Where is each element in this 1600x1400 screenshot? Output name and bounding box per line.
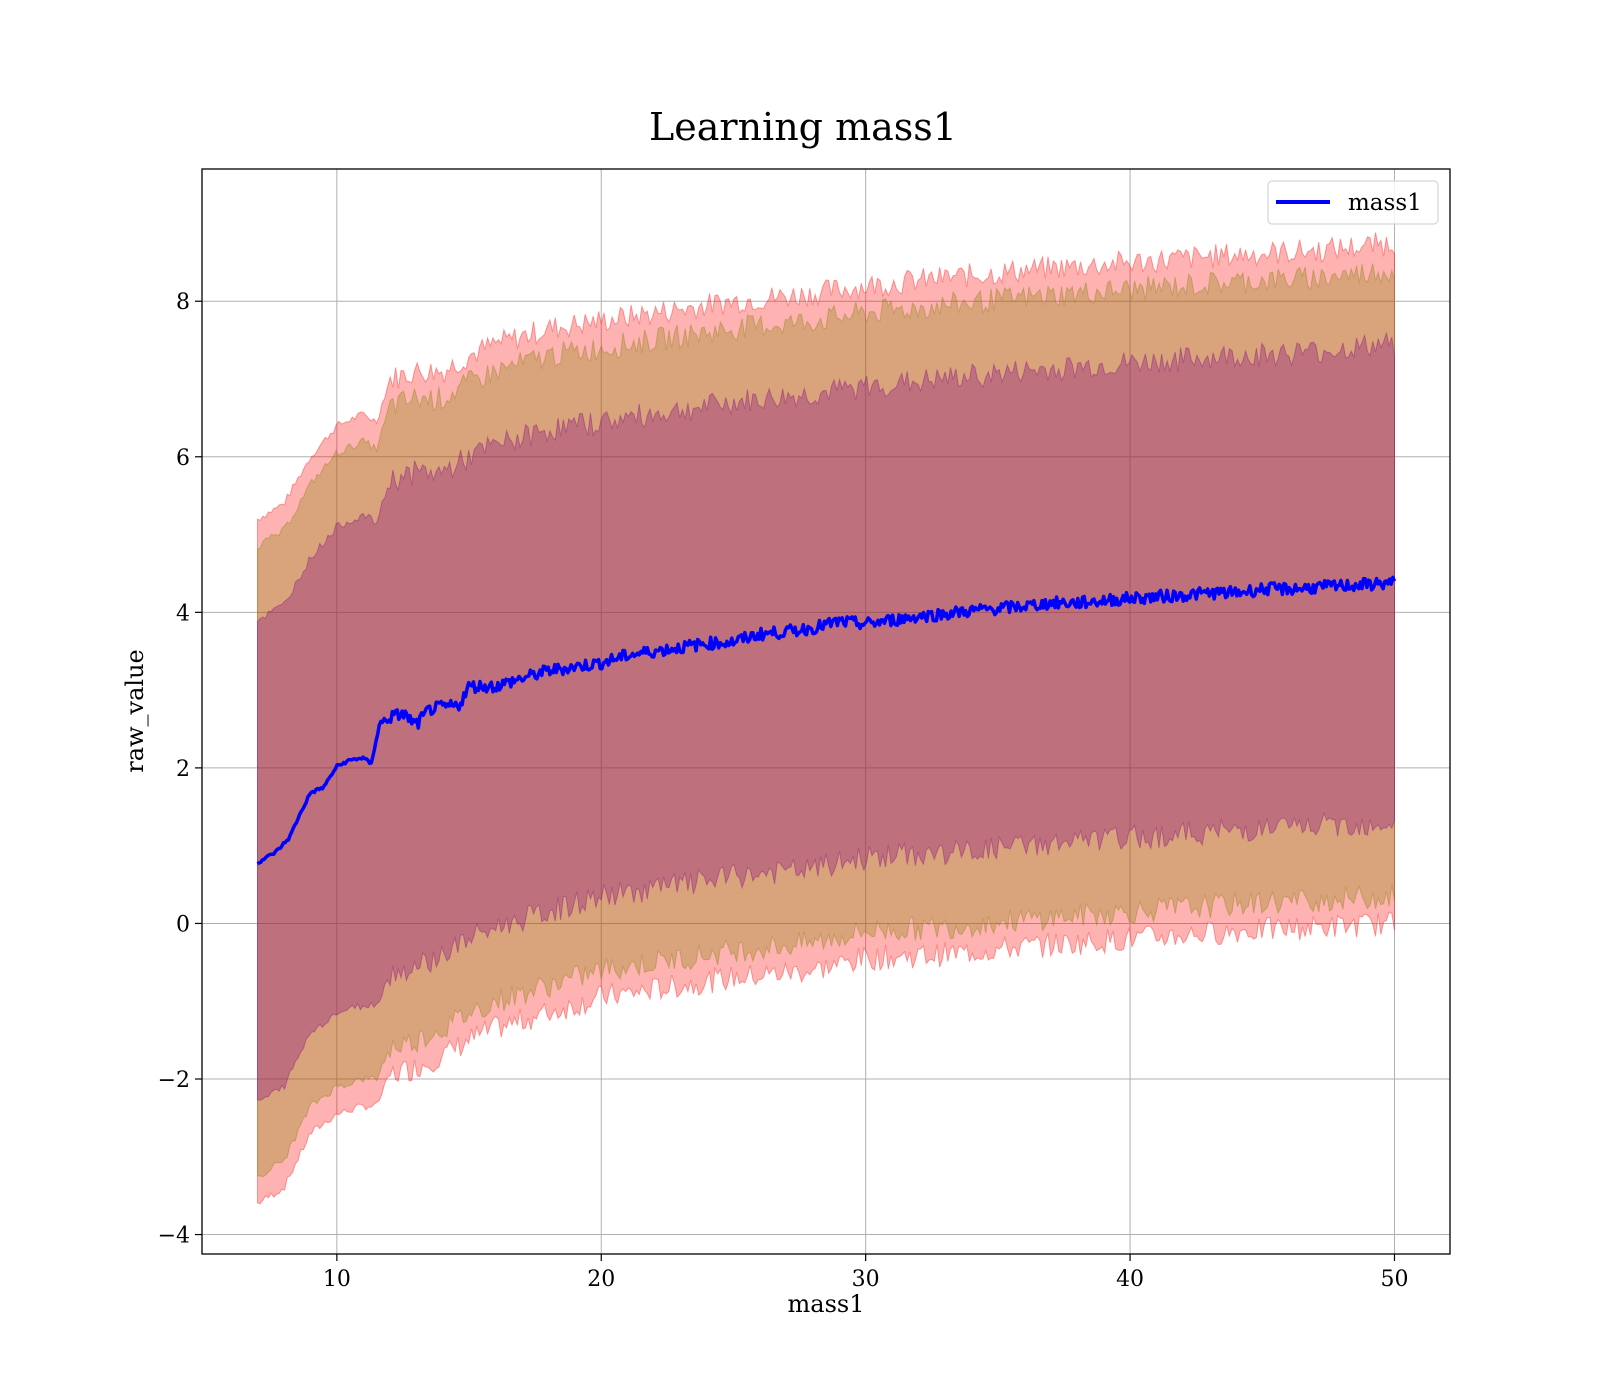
x-tick-label: 10 bbox=[323, 1267, 351, 1292]
x-tick-label: 30 bbox=[852, 1267, 880, 1292]
y-axis: −4 −2 0 2 4 6 8 bbox=[158, 290, 202, 1249]
grid bbox=[202, 169, 1450, 1254]
y-tick-label: 0 bbox=[176, 912, 190, 937]
y-tick-label: 8 bbox=[176, 290, 190, 315]
y-tick-label: 6 bbox=[176, 446, 190, 471]
confidence-bands bbox=[257, 232, 1395, 1205]
x-axis-label: mass1 bbox=[788, 1290, 865, 1318]
series-lines bbox=[256, 575, 1397, 866]
y-tick-label: 2 bbox=[176, 757, 190, 782]
plot-area-frame bbox=[201, 168, 1451, 1255]
y-axis-label: raw_value bbox=[121, 649, 149, 773]
x-axis: 10 20 30 40 50 bbox=[323, 1254, 1408, 1292]
series-line-mass1 bbox=[256, 575, 1397, 866]
chart-title: Learning mass1 bbox=[649, 105, 957, 149]
x-tick-label: 20 bbox=[587, 1267, 615, 1292]
x-tick-label: 40 bbox=[1116, 1267, 1144, 1292]
y-tick-label: −2 bbox=[158, 1068, 190, 1093]
band-1 bbox=[257, 263, 1395, 1178]
y-tick-label: −4 bbox=[158, 1224, 190, 1249]
band-2 bbox=[257, 331, 1395, 1101]
band-0 bbox=[257, 232, 1395, 1205]
legend-label-mass1: mass1 bbox=[1348, 190, 1422, 216]
legend: mass1 bbox=[1267, 180, 1439, 225]
y-tick-label: 4 bbox=[176, 601, 190, 626]
legend-box bbox=[1267, 180, 1439, 225]
x-tick-label: 50 bbox=[1380, 1267, 1408, 1292]
